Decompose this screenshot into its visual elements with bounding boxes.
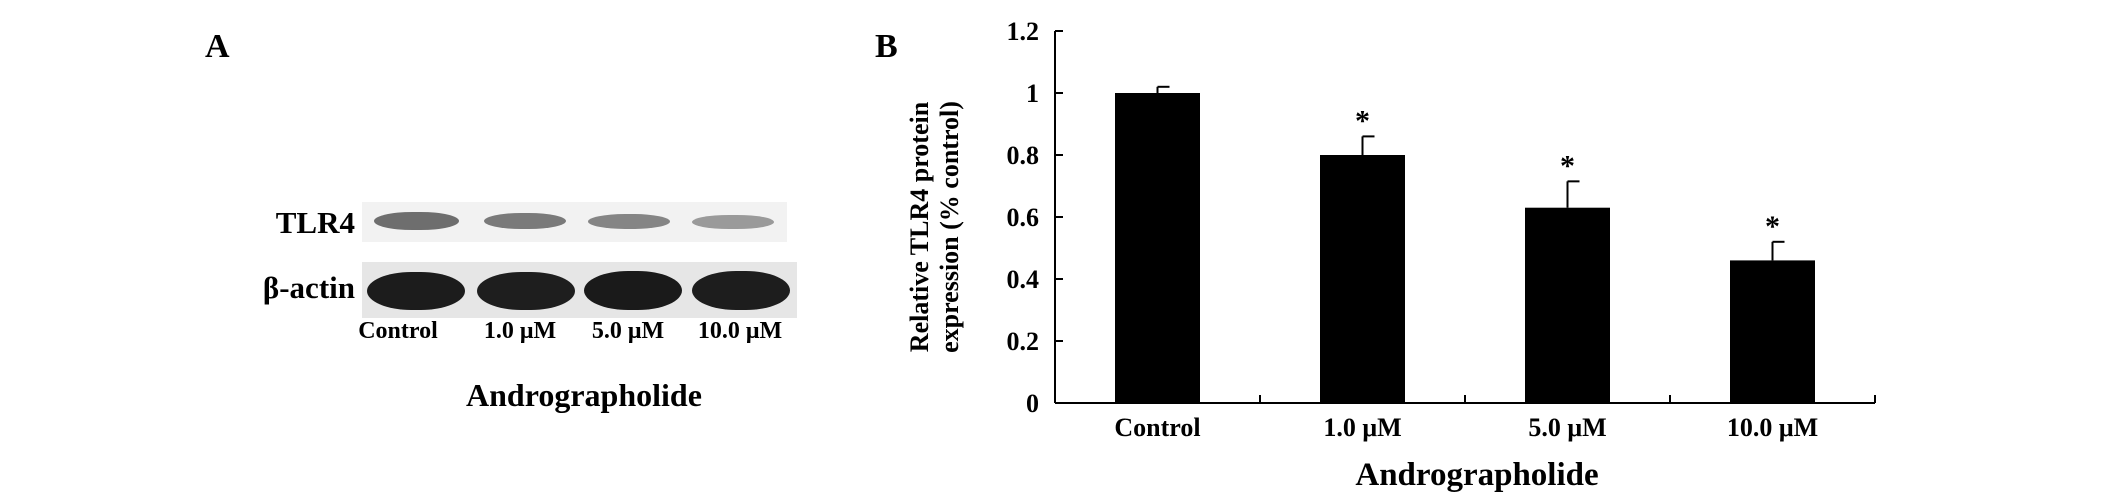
blot-band (484, 213, 566, 229)
x-tick-label: 10.0 μM (1727, 413, 1818, 442)
bar (1320, 155, 1405, 403)
x-tick-label: 5.0 μM (1528, 413, 1606, 442)
x-tick-label: Control (1114, 413, 1200, 442)
blot-strip-tlr4 (362, 202, 787, 242)
blot-band (367, 272, 465, 310)
blot-strip-beta-actin (362, 262, 797, 318)
y-tick-label: 0.6 (1007, 203, 1040, 232)
significance-marker: * (1765, 210, 1780, 243)
y-axis-title-line-1: Relative TLR4 protein (905, 101, 934, 352)
blot-band (584, 271, 682, 310)
bar (1115, 93, 1200, 403)
significance-marker: * (1355, 104, 1370, 137)
bar-series: * * * (1115, 85, 1815, 403)
panel-b-bar-chart: B 0 0.2 0.4 0.6 0.8 1 1.2 * * * Control 1.0 μM 5.0… (875, 17, 1876, 493)
blot-band (588, 214, 670, 229)
y-axis-ticks: 0 0.2 0.4 0.6 0.8 1 1.2 (1007, 17, 1063, 418)
y-tick-label: 0 (1026, 389, 1039, 418)
x-axis-title: Andrographolide (1355, 457, 1598, 493)
x-tick-label: 1.0 μM (1323, 413, 1401, 442)
blot-band (477, 272, 575, 310)
y-axis-title-line-2: expression (% control) (935, 101, 964, 353)
y-tick-label: 1 (1026, 79, 1039, 108)
y-tick-label: 0.4 (1007, 265, 1040, 294)
y-tick-label: 1.2 (1007, 17, 1040, 46)
y-tick-label: 0.8 (1007, 141, 1040, 170)
bar (1730, 260, 1815, 403)
lane-label-1uM: 1.0 μM (483, 318, 557, 344)
lane-label-10uM: 10.0 μM (697, 318, 783, 344)
lane-label-5uM: 5.0 μM (591, 318, 665, 344)
y-tick-label: 0.2 (1007, 327, 1040, 356)
significance-marker: * (1560, 149, 1575, 182)
panel-b-letter: B (875, 28, 898, 65)
blot-band (692, 215, 774, 229)
panel-a-letter: A (205, 28, 230, 65)
lane-label-control: Control (358, 318, 438, 344)
panel-a-x-title: Andrographolide (466, 377, 702, 413)
panel-a-western-blot: A TLR4 β-actin Control 1.0 μM 5.0 μM 10.… (0, 0, 860, 493)
blot-band (692, 271, 790, 310)
blot-label-beta-actin: β-actin (262, 270, 355, 305)
blot-band (374, 212, 459, 230)
bar (1525, 207, 1610, 403)
blot-label-tlr4: TLR4 (275, 205, 355, 240)
x-axis-tick-labels: Control 1.0 μM 5.0 μM 10.0 μM (1114, 413, 1818, 442)
